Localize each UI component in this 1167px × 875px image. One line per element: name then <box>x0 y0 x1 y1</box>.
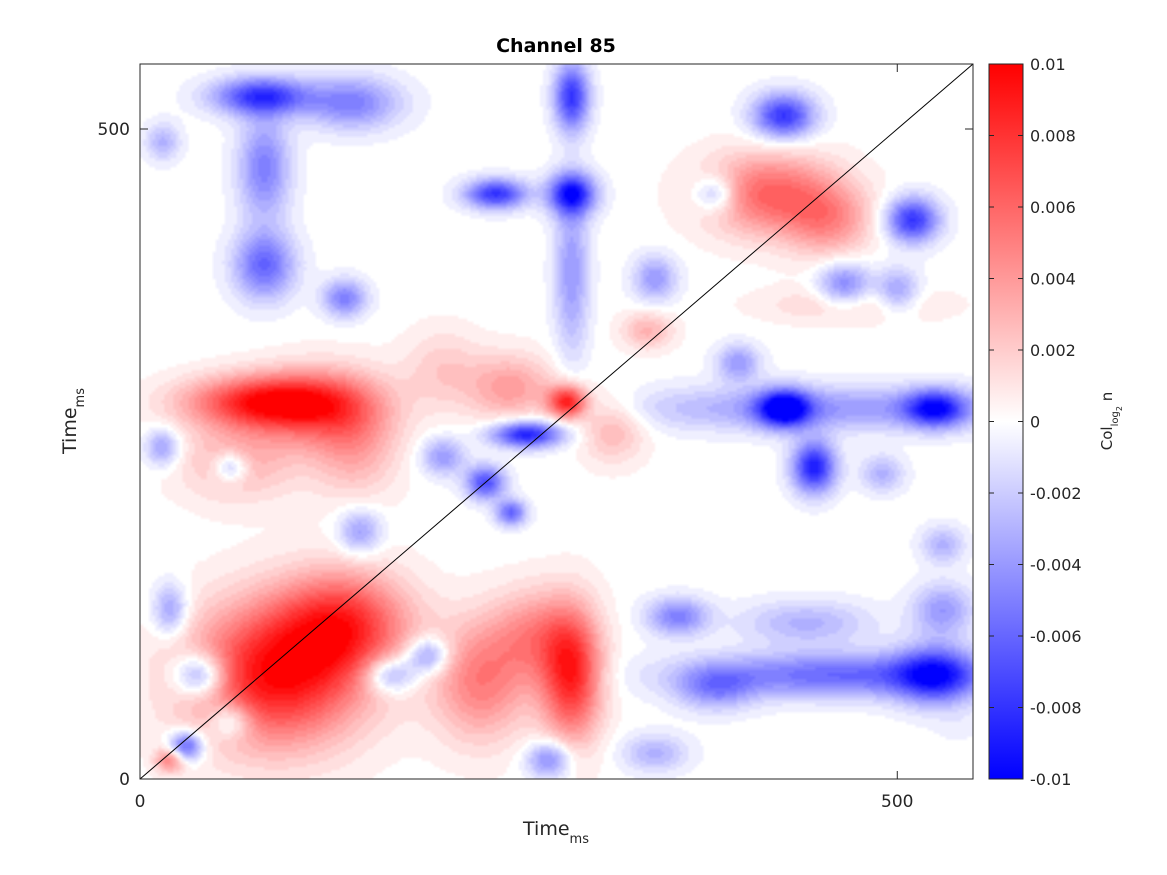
colorbar-tick-label: 0.006 <box>1030 198 1076 217</box>
y-axis-ticks: 0 500 <box>98 120 973 790</box>
colorbar-label-sub: log <box>1110 411 1121 426</box>
colorbar-label-subsub: 2 <box>1115 406 1124 411</box>
colorbar-tick-label: 0.01 <box>1030 55 1066 74</box>
y-axis-label-sub: ms <box>73 388 88 408</box>
colorbar-ticks: -0.01 -0.008 -0.006 -0.004 -0.002 0 0.002 0.004… <box>989 55 1082 789</box>
y-tick-label: 0 <box>119 770 130 790</box>
x-axis-label: Timems <box>522 818 589 847</box>
x-tick-label: 500 <box>881 792 913 812</box>
colorbar-label: Collog2 n <box>1098 392 1124 450</box>
y-axis-label-main: Time <box>59 407 81 455</box>
colorbar <box>988 63 1024 780</box>
colorbar-tick-label: 0.004 <box>1030 270 1076 289</box>
x-axis-label-main: Time <box>522 818 570 840</box>
plot-frame <box>139 63 974 780</box>
colorbar-tick-label: 0 <box>1030 413 1040 432</box>
colorbar-tick-label: 0.008 <box>1030 127 1076 146</box>
x-axis-label-sub: ms <box>570 832 590 847</box>
colorbar-tick-label: -0.01 <box>1030 770 1071 789</box>
diagonal-line <box>140 64 973 779</box>
colorbar-label-main: Col <box>1098 426 1116 450</box>
colorbar-tick-label: -0.004 <box>1030 556 1082 575</box>
colorbar-tick-label: -0.006 <box>1030 627 1082 646</box>
chart-title: Channel 85 <box>496 35 616 57</box>
y-tick-label: 500 <box>98 120 130 140</box>
x-axis-ticks: 0 500 <box>135 64 913 812</box>
colorbar-tick-label: -0.002 <box>1030 484 1082 503</box>
colorbar-label-tail: n <box>1098 392 1116 406</box>
colorbar-tick-label: -0.008 <box>1030 699 1082 718</box>
colorbar-tick-label: 0.002 <box>1030 341 1076 360</box>
y-axis-label: Timems <box>59 388 88 455</box>
x-tick-label: 0 <box>135 792 146 812</box>
